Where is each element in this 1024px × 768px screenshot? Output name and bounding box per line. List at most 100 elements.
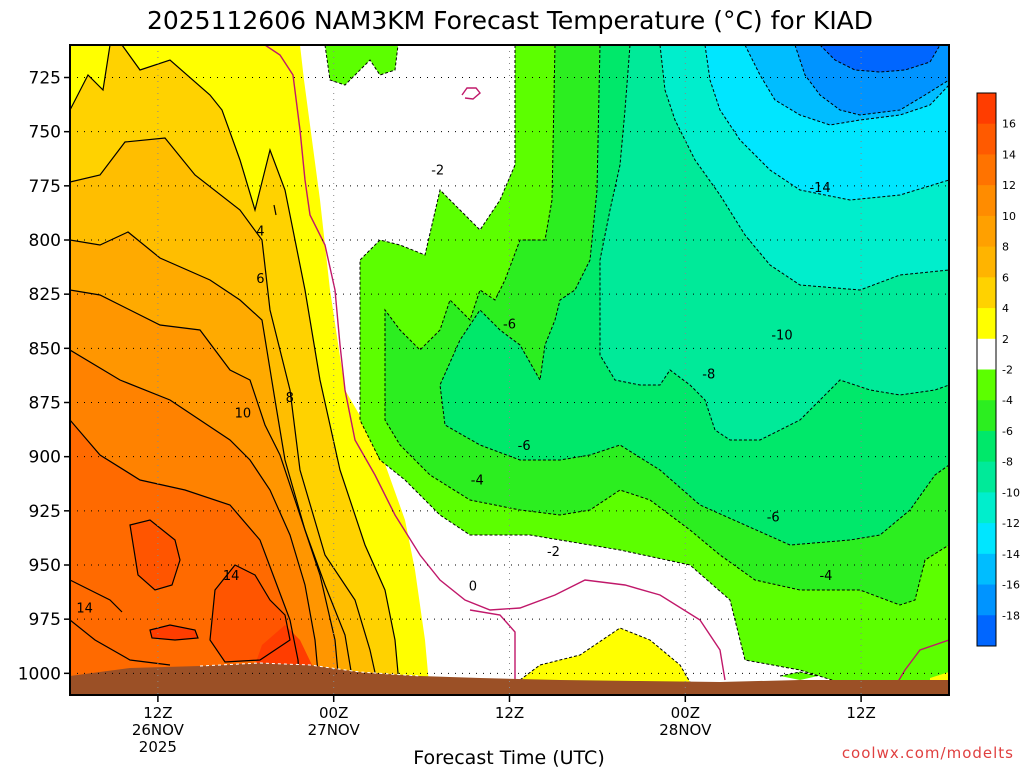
y-tick-label: 975 <box>29 610 61 630</box>
grid-vertical <box>157 45 862 695</box>
freezing-line <box>264 45 726 681</box>
colorbar-frame <box>976 92 997 647</box>
colorbar-swatch <box>977 338 996 370</box>
colorbar-swatch <box>977 584 996 616</box>
contour-label: -6 <box>503 318 516 333</box>
y-axis: 725 750 775 800 825 850 875 900 925 950 975 1000 <box>18 69 70 684</box>
colorbar-label: 12 <box>1002 179 1016 192</box>
contour-line <box>359 45 881 695</box>
colorbar-label: 16 <box>1002 118 1016 131</box>
contour-line <box>659 45 949 291</box>
contour-label: -2 <box>547 545 560 560</box>
contour-label: -14 <box>809 181 830 196</box>
contour-line <box>70 349 321 695</box>
terrain-ground <box>70 663 949 695</box>
contour-label: -10 <box>771 328 792 343</box>
colorbar-swatch <box>977 492 996 524</box>
contour-label: 14 <box>76 601 93 616</box>
colorbar-swatch <box>977 308 996 340</box>
contour-line <box>70 619 171 666</box>
contour-line <box>149 624 199 641</box>
x-tick-label: 12Z <box>846 704 875 722</box>
band-cold-neg2to4-top <box>325 45 398 85</box>
contour-line <box>599 45 949 441</box>
contour-label: -6 <box>767 510 780 525</box>
y-tick-label: 775 <box>29 177 61 197</box>
band-warm-14to16 <box>130 520 180 590</box>
contour-label: 10 <box>235 406 252 421</box>
contour-line <box>744 45 949 126</box>
contour-line <box>70 45 111 111</box>
colorbar-swatch <box>977 430 996 463</box>
colorbar-swatch <box>977 123 996 155</box>
y-tick-label: 950 <box>29 556 61 576</box>
colorbar-swatch <box>977 215 996 248</box>
contour-line <box>819 45 941 73</box>
contour-line <box>324 45 399 86</box>
contour-line <box>70 231 356 695</box>
x-tick-year: 2025 <box>139 738 177 756</box>
colorbar-label: -12 <box>1002 517 1020 530</box>
colorbar-label: -14 <box>1002 548 1020 561</box>
colorbar-swatch <box>977 523 996 555</box>
x-tick-label: 00Z <box>319 704 348 722</box>
colorbar-label: 4 <box>1002 302 1009 315</box>
cold-contours <box>324 45 949 695</box>
band-cold-neg18plus <box>820 45 940 72</box>
freezing-line <box>469 609 516 695</box>
contour-line <box>779 671 819 677</box>
contour-line <box>70 289 341 695</box>
contour-line <box>519 627 691 683</box>
contour-line <box>129 519 181 591</box>
colorbar-label: 6 <box>1002 271 1009 284</box>
contour-label: -6 <box>518 439 531 454</box>
contour-line <box>70 579 123 613</box>
y-tick-label: 875 <box>29 394 61 414</box>
contour-line <box>704 45 949 201</box>
y-tick-label: 800 <box>29 231 61 251</box>
colorbar-label: -16 <box>1002 579 1020 592</box>
colorbar-label: -2 <box>1002 364 1013 377</box>
contour-label: -4 <box>471 474 484 489</box>
x-tick-label: 12Z <box>495 704 524 722</box>
colorbar-swatch <box>977 553 996 586</box>
contour-label: 14 <box>223 569 240 584</box>
y-tick-label: 925 <box>29 502 61 522</box>
colorbar-swatch <box>977 93 996 125</box>
x-tick-date: 26NOV <box>132 721 185 739</box>
terrain-edge <box>199 662 421 677</box>
y-tick-label: 1000 <box>18 664 61 684</box>
colorbar-label: -10 <box>1002 486 1020 499</box>
colorbar-label: 10 <box>1002 210 1016 223</box>
warm-contours <box>70 45 401 695</box>
x-tick-date: 27NOV <box>308 721 361 739</box>
colorbar-swatch <box>977 246 996 278</box>
colorbar-label: -4 <box>1002 394 1013 407</box>
band-cold-neg2to4-bot <box>780 672 818 680</box>
colorbar-label: 2 <box>1002 333 1009 346</box>
contour-label: -8 <box>702 367 715 382</box>
y-tick-label: 725 <box>29 69 61 89</box>
chart-title: 2025112606 NAM3KM Forecast Temperature (… <box>147 6 873 35</box>
y-tick-label: 750 <box>29 123 61 143</box>
x-axis-label: Forecast Time (UTC) <box>413 747 604 768</box>
y-tick-label: 825 <box>29 285 61 305</box>
band-warm-pocket-1 <box>520 628 690 685</box>
colorbar-swatch <box>977 185 996 217</box>
x-tick-label: 12Z <box>143 704 172 722</box>
y-tick-label: 900 <box>29 448 61 468</box>
contour-line <box>794 45 949 116</box>
colorbar-swatch <box>977 461 996 493</box>
colorbar-swatch <box>977 615 996 647</box>
colorbar: 16 14 12 10 8 6 4 2 -2 -4 -6 -8 -10 -12 -14 -16 -18 <box>976 92 1020 647</box>
colorbar-label: 14 <box>1002 148 1016 161</box>
x-tick-date: 28NOV <box>659 721 712 739</box>
freezing-line <box>461 87 481 100</box>
colorbar-swatch <box>977 369 996 401</box>
credit-link[interactable]: coolwx.com/modelts <box>842 744 1014 762</box>
contour-label: 4 <box>256 224 264 239</box>
y-tick-label: 850 <box>29 339 61 359</box>
colorbar-label: -18 <box>1002 609 1020 622</box>
